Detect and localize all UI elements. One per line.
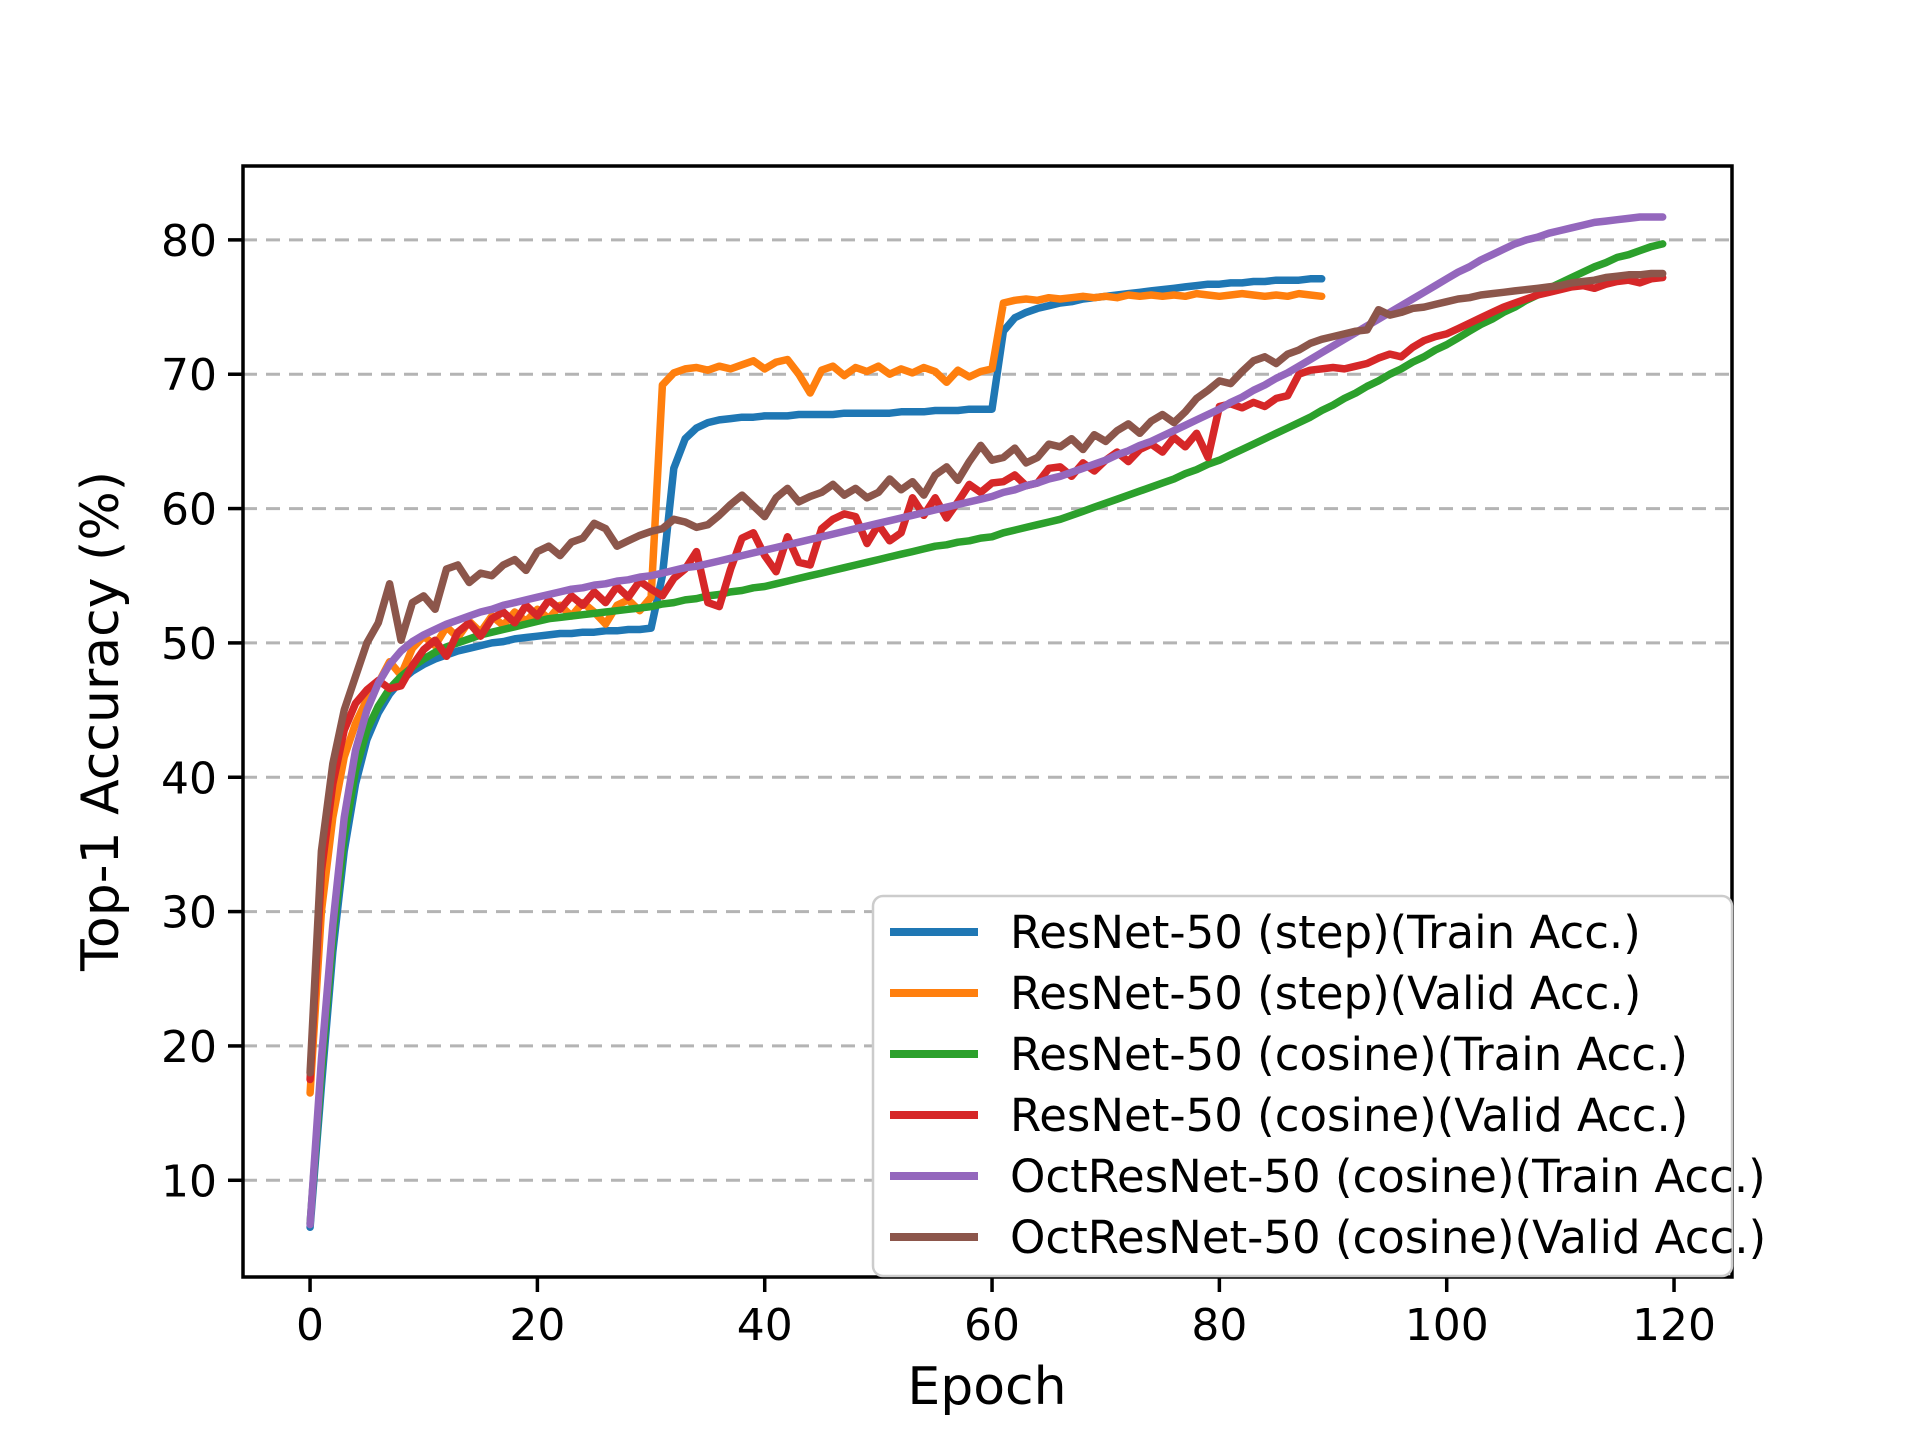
legend-row: OctResNet-50 (cosine)(Train Acc.)	[890, 1150, 1766, 1203]
x-tick-label-0: 0	[296, 1300, 324, 1351]
legend-label-5: OctResNet-50 (cosine)(Valid Acc.)	[1010, 1211, 1766, 1264]
x-tick-label-20: 20	[509, 1300, 565, 1351]
x-tick-label-120: 120	[1632, 1300, 1716, 1351]
legend-label-0: ResNet-50 (step)(Train Acc.)	[1010, 906, 1641, 959]
legend-box	[871, 894, 1734, 1278]
series-line-4	[306, 213, 1667, 1229]
legend-label-3: ResNet-50 (cosine)(Valid Acc.)	[1010, 1089, 1688, 1142]
legend: ResNet-50 (step)(Train Acc.) ResNet-50 (…	[871, 894, 1766, 1278]
y-tick-label-50: 50	[161, 619, 217, 670]
legend-label-1: ResNet-50 (step)(Valid Acc.)	[1010, 967, 1641, 1020]
y-tick-label-60: 60	[161, 485, 217, 536]
series-layer	[306, 213, 1667, 1232]
x-tick-label-40: 40	[737, 1300, 793, 1351]
series-line-3	[306, 273, 1667, 1084]
x-tick-label-80: 80	[1191, 1300, 1247, 1351]
y-tick-label-30: 30	[161, 888, 217, 939]
x-tick-label-100: 100	[1405, 1300, 1489, 1351]
y-tick-label-70: 70	[161, 350, 217, 401]
y-tick-label-80: 80	[161, 216, 217, 267]
y-axis-label: Top-1 Accuracy (%)	[71, 471, 131, 972]
y-tick-label-40: 40	[161, 753, 217, 804]
legend-row: ResNet-50 (step)(Train Acc.)	[890, 906, 1641, 959]
legend-row: ResNet-50 (step)(Valid Acc.)	[890, 967, 1641, 1020]
legend-row: OctResNet-50 (cosine)(Valid Acc.)	[890, 1211, 1766, 1264]
series-line-2	[306, 240, 1667, 1228]
legend-label-2: ResNet-50 (cosine)(Train Acc.)	[1010, 1028, 1688, 1081]
series-line-5	[306, 269, 1667, 1077]
tick-layer: 10 20 30 40 50 60 70 80 0 20 40 60 80 100 120	[161, 216, 1716, 1351]
y-tick-label-20: 20	[161, 1022, 217, 1073]
y-tick-label-10: 10	[161, 1156, 217, 1207]
series-line-0	[306, 275, 1326, 1232]
legend-row: ResNet-50 (cosine)(Valid Acc.)	[890, 1089, 1688, 1142]
x-axis-label: Epoch	[907, 1357, 1066, 1417]
x-tick-label-60: 60	[964, 1300, 1020, 1351]
legend-row: ResNet-50 (cosine)(Train Acc.)	[890, 1028, 1688, 1081]
legend-label-4: OctResNet-50 (cosine)(Train Acc.)	[1010, 1150, 1766, 1203]
